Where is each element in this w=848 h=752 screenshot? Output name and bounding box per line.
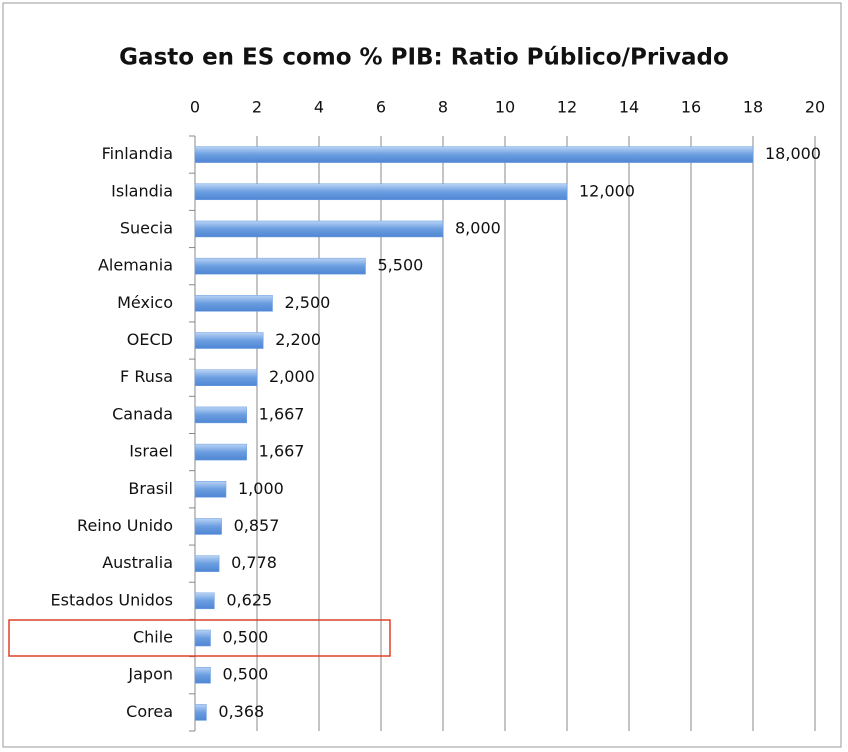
x-tick-label: 0 — [190, 98, 200, 117]
data-label: 1,667 — [259, 404, 305, 423]
y-tick-label: Islandia — [111, 181, 173, 200]
data-label: 0,778 — [231, 553, 277, 572]
data-label: 2,200 — [275, 330, 321, 349]
x-tick-label: 10 — [495, 98, 515, 117]
x-tick-label: 6 — [376, 98, 386, 117]
bar — [194, 592, 215, 610]
data-label: 0,857 — [234, 516, 280, 535]
y-tick-label: Estados Unidos — [51, 590, 173, 609]
data-label: 0,500 — [223, 665, 269, 684]
y-tick-label: Suecia — [120, 218, 173, 237]
data-label: 1,667 — [259, 442, 305, 461]
plot-area: 0 2 4 6 8 10 12 14 16 18 20 Finlandia 18,000 Islandia… — [51, 98, 825, 732]
bar — [194, 555, 220, 572]
y-tick-label: OECD — [127, 330, 173, 349]
data-label: 0,368 — [218, 702, 264, 721]
data-label: 1,000 — [238, 479, 284, 498]
y-tick-label: Canada — [112, 404, 173, 423]
x-tick-label: 14 — [619, 98, 639, 117]
y-tick-label: Reino Unido — [77, 516, 173, 535]
bar — [194, 220, 444, 238]
x-tick-label: 4 — [314, 98, 324, 117]
bar — [194, 704, 207, 721]
x-tick-label: 18 — [743, 98, 763, 117]
y-tick-label: Israel — [129, 442, 173, 461]
data-label: 8,000 — [455, 218, 501, 237]
bar — [194, 183, 568, 201]
y-tick-label: Finlandia — [102, 144, 173, 163]
bar — [194, 146, 754, 163]
y-tick-label: Chile — [133, 628, 173, 647]
x-tick-label: 2 — [252, 98, 262, 117]
x-tick-label: 8 — [438, 98, 448, 117]
data-label: 12,000 — [579, 181, 635, 200]
bar — [194, 481, 227, 498]
bar — [194, 369, 258, 386]
y-tick-label: Brasil — [128, 479, 173, 498]
x-tick-label: 12 — [557, 98, 577, 117]
bar — [194, 257, 366, 275]
chart-title: Gasto en ES como % PIB: Ratio Público/Pr… — [119, 45, 729, 71]
bar — [194, 518, 222, 535]
highlight-box — [8, 619, 391, 657]
y-tick-label: Australia — [102, 553, 173, 572]
data-label: 2,500 — [285, 293, 331, 312]
bar — [194, 406, 247, 424]
data-label: 2,000 — [269, 367, 315, 386]
bar — [194, 666, 211, 684]
bar — [194, 295, 273, 312]
bar — [194, 443, 247, 461]
y-tick-label: México — [117, 293, 173, 312]
data-label: 0,500 — [223, 628, 269, 647]
y-tick-label: Alemania — [98, 256, 173, 275]
x-tick-label: 20 — [805, 98, 825, 117]
data-label: 0,625 — [226, 590, 272, 609]
bar — [194, 629, 211, 647]
x-tick-label: 16 — [681, 98, 701, 117]
y-tick-label: Japon — [127, 665, 173, 684]
y-tick-label: F Rusa — [120, 367, 173, 386]
data-label: 18,000 — [765, 144, 821, 163]
bar — [194, 332, 264, 349]
data-label: 5,500 — [378, 256, 424, 275]
y-tick-label: Corea — [126, 702, 173, 721]
